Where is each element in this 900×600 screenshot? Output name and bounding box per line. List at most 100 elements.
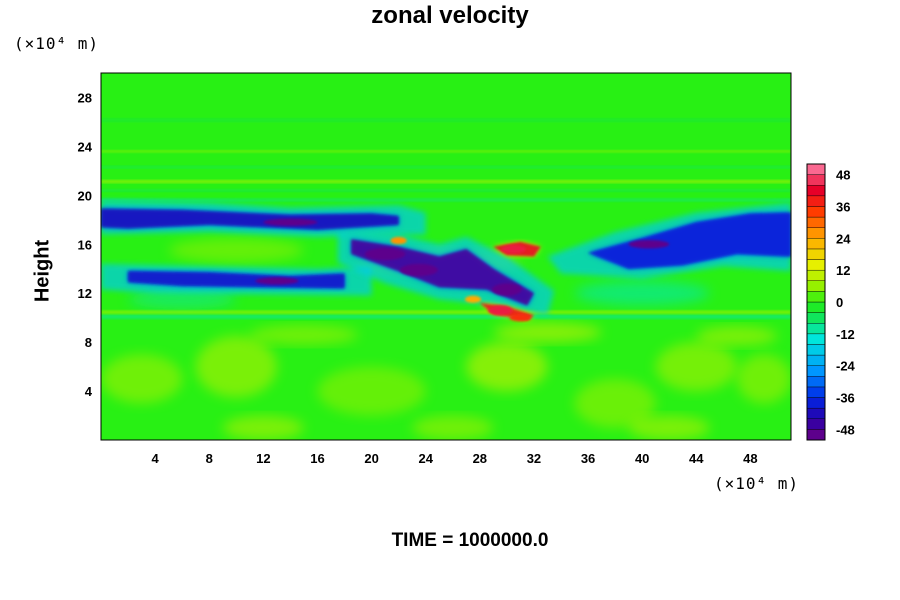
y-tick-label: 28 xyxy=(78,90,92,105)
minimum-core xyxy=(492,283,522,296)
layer-band xyxy=(101,189,791,192)
texture-blob xyxy=(101,354,183,404)
x-tick-label: 20 xyxy=(364,451,378,466)
x-tick-label: 44 xyxy=(689,451,704,466)
colorbar-tick-label: 12 xyxy=(836,263,850,278)
y-tick-label: 20 xyxy=(78,188,92,203)
colorbar: 48 36 24 12 0 -12 -24 -36 -48 xyxy=(806,163,856,441)
y-axis-unit-text: (×10⁴ m) xyxy=(14,34,100,53)
x-axis-unit-text: (×10⁴ m) xyxy=(714,474,800,493)
texture-blob xyxy=(412,415,494,440)
texture-blob xyxy=(249,325,359,345)
x-tick-label: 48 xyxy=(743,451,757,466)
colorbar-segment xyxy=(806,206,826,218)
velocity-field xyxy=(101,73,791,440)
colorbar-segment xyxy=(806,291,826,303)
x-tick-label: 8 xyxy=(206,451,213,466)
minimum-core xyxy=(263,218,318,226)
maximum-spot xyxy=(501,244,526,254)
texture-blob xyxy=(493,322,602,343)
x-tick-labels: 4 8 12 16 20 24 28 32 36 40 44 48 xyxy=(152,451,758,466)
colorbar-segment xyxy=(806,301,826,313)
colorbar-segment xyxy=(806,407,826,419)
layer-band xyxy=(101,165,791,169)
colorbar-segment xyxy=(806,238,826,250)
colorbar-segment xyxy=(806,227,826,239)
colorbar-segment xyxy=(806,376,826,388)
texture-blob xyxy=(736,354,791,404)
time-label: TIME = 1000000.0 xyxy=(391,530,549,551)
layer-band xyxy=(101,314,791,319)
colorbar-segment xyxy=(806,365,826,377)
colorbar-segment xyxy=(806,323,826,335)
colorbar-segment xyxy=(806,354,826,366)
x-tick-label: 12 xyxy=(256,451,270,466)
x-axis-unit: (×10⁴ m) xyxy=(714,474,799,493)
x-tick-label: 4 xyxy=(152,451,160,466)
colorbar-segment xyxy=(806,312,826,324)
colorbar-frame xyxy=(806,163,826,441)
colorbar-tick-label: -36 xyxy=(836,391,855,406)
colorbar-segment xyxy=(806,174,826,186)
texture-blob xyxy=(696,326,778,346)
texture-blob xyxy=(574,378,656,428)
colorbar-segment xyxy=(806,216,826,228)
texture-blob xyxy=(655,342,737,392)
colorbar-segment xyxy=(806,429,826,441)
colorbar-tick-label: -48 xyxy=(836,422,855,437)
colorbar-tick-label: 24 xyxy=(836,231,851,246)
texture-blob xyxy=(195,336,277,398)
texture-blob xyxy=(628,415,710,440)
colorbar-tick-label: 0 xyxy=(836,295,843,310)
y-tick-labels: 4 8 12 16 20 24 28 xyxy=(78,90,93,399)
maximum-spot xyxy=(390,236,407,245)
colorbar-segment xyxy=(806,397,826,409)
plot-frame xyxy=(100,72,792,441)
minimum-core xyxy=(400,263,438,277)
colorbar-segment xyxy=(806,344,826,356)
chart-title: zonal velocity xyxy=(371,2,529,29)
x-tick-label: 16 xyxy=(310,451,324,466)
colorbar-segment xyxy=(806,386,826,398)
x-tick-label: 36 xyxy=(581,451,595,466)
y-tick-label: 16 xyxy=(78,237,92,252)
layer-band xyxy=(101,118,791,122)
maximum-spot xyxy=(464,295,482,303)
y-tick-label: 8 xyxy=(85,335,92,350)
colorbar-segment xyxy=(806,280,826,292)
x-tick-label: 24 xyxy=(418,451,433,466)
layer-band xyxy=(101,198,791,202)
colorbar-segment xyxy=(806,418,826,430)
minimum-core xyxy=(364,247,406,261)
minimum-core xyxy=(628,239,670,249)
colorbar-tick-label: -24 xyxy=(836,359,856,374)
layer-band xyxy=(101,310,791,314)
y-tick-label: 24 xyxy=(78,139,93,154)
colorbar-segment xyxy=(806,195,826,207)
texture-blob xyxy=(317,366,426,416)
field-feature xyxy=(588,212,791,269)
colorbar-tick-label: -12 xyxy=(836,327,855,342)
minimum-core xyxy=(255,277,299,285)
y-tick-label: 12 xyxy=(78,286,92,301)
field-feature xyxy=(128,271,345,289)
texture-blob xyxy=(222,415,304,440)
maximum-spot xyxy=(487,305,513,316)
colorbar-segment xyxy=(806,248,826,260)
x-tick-label: 32 xyxy=(527,451,541,466)
y-tick-label: 4 xyxy=(85,384,93,399)
colorbar-segment xyxy=(806,259,826,271)
texture-blob xyxy=(168,238,304,263)
texture-blob xyxy=(466,342,548,392)
texture-blob xyxy=(574,280,710,306)
colorbar-segment xyxy=(806,269,826,281)
x-tick-label: 28 xyxy=(473,451,487,466)
colorbar-segment xyxy=(806,185,826,197)
colorbar-tick-label: 36 xyxy=(836,199,850,214)
colorbar-tick-label: 48 xyxy=(836,168,850,183)
x-tick-label: 40 xyxy=(635,451,649,466)
y-axis-unit: (×10⁴ m) xyxy=(14,34,99,53)
layer-band xyxy=(101,150,791,153)
colorbar-segment xyxy=(806,333,826,345)
maximum-spot xyxy=(509,313,532,322)
